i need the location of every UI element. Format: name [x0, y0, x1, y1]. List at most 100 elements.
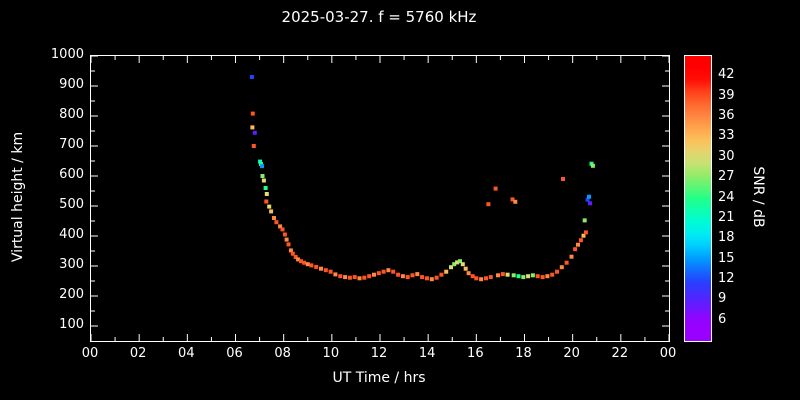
data-point [434, 275, 439, 280]
data-point [540, 275, 545, 280]
data-point [496, 273, 500, 278]
data-point [314, 264, 319, 269]
data-point [444, 269, 449, 274]
y-tick-label: 200 [59, 287, 84, 302]
data-point [486, 202, 491, 207]
colorbar-label: SNR / dB [750, 166, 766, 228]
data-point [396, 272, 401, 277]
data-point [333, 272, 338, 277]
x-tick-label: 08 [274, 346, 291, 361]
data-point [569, 254, 574, 259]
colorbar-tick-label: 6 [718, 311, 727, 327]
data-point [323, 268, 328, 273]
data-point [293, 255, 298, 259]
data-point [372, 272, 376, 277]
data-point [581, 233, 586, 238]
colorbar-tick-label: 27 [718, 169, 735, 185]
data-point [588, 201, 592, 206]
data-point [460, 262, 465, 267]
data-point [260, 174, 265, 178]
data-point [258, 159, 263, 164]
x-tick-label: 02 [129, 346, 147, 361]
y-tick-label: 400 [59, 227, 84, 242]
data-point [288, 248, 293, 253]
data-point [367, 274, 372, 279]
data-point [415, 272, 420, 277]
data-point [545, 274, 550, 279]
colorbar-tick-label: 30 [718, 148, 735, 164]
data-point [474, 276, 479, 281]
data-point [338, 274, 343, 279]
colorbar-tick-label: 24 [718, 189, 735, 205]
data-point [280, 227, 285, 232]
data-point [274, 220, 279, 225]
data-point [347, 275, 352, 280]
data-point [425, 276, 429, 281]
data-point [391, 269, 396, 274]
data-point [249, 75, 254, 79]
data-point [516, 274, 521, 279]
data-point [272, 216, 276, 220]
x-tick-label: 22 [611, 346, 629, 361]
data-point [405, 275, 410, 280]
data-point [296, 257, 301, 262]
colorbar-tick-label: 18 [718, 230, 735, 246]
colorbar-tick-label: 36 [718, 108, 735, 124]
data-point [250, 111, 255, 116]
data-point [260, 164, 264, 169]
data-point [251, 144, 256, 148]
x-axis-label: UT Time / hrs [332, 370, 426, 386]
data-point [386, 268, 391, 273]
data-point [309, 263, 314, 268]
y-tick-label: 500 [59, 197, 84, 212]
data-point [357, 276, 362, 281]
y-tick-label: 900 [59, 77, 84, 92]
data-point [299, 259, 303, 264]
data-point [352, 275, 357, 280]
data-point [381, 269, 386, 274]
data-point [305, 262, 310, 267]
y-tick-label: 100 [59, 317, 84, 332]
data-point [319, 266, 323, 271]
data-point [479, 277, 484, 282]
colorbar-tick-label: 21 [718, 209, 735, 225]
data-point [449, 265, 453, 270]
colorbar-tick-label: 15 [718, 250, 735, 266]
data-point [559, 265, 564, 270]
plot-area [90, 55, 670, 342]
data-point [400, 274, 405, 279]
data-point [511, 273, 516, 278]
data-point [259, 162, 263, 166]
data-point [526, 274, 531, 279]
data-point [439, 272, 444, 277]
x-tick-label: 10 [322, 346, 340, 361]
colorbar-tick-label: 33 [718, 128, 735, 144]
data-point [555, 269, 559, 274]
data-point [585, 197, 590, 202]
data-point [290, 251, 295, 256]
data-point [484, 276, 488, 281]
y-tick-label: 800 [59, 107, 84, 122]
data-point [513, 199, 518, 204]
data-point [463, 266, 468, 271]
data-point [328, 269, 333, 274]
data-point [410, 273, 415, 278]
data-point [252, 130, 257, 135]
data-point [302, 260, 307, 265]
colorbar-tick-label: 12 [718, 270, 735, 286]
y-tick-label: 300 [59, 257, 84, 272]
data-point [286, 242, 291, 247]
data-point [493, 186, 498, 191]
chart-title: 2025-03-27. f = 5760 kHz [281, 8, 477, 26]
data-point [561, 177, 565, 181]
x-tick-label: 16 [467, 346, 484, 361]
y-axis-label: Virtual height / km [10, 131, 26, 263]
y-tick-label: 600 [59, 167, 84, 182]
data-point [550, 272, 555, 277]
data-point [535, 274, 540, 279]
data-point [466, 271, 471, 276]
data-point [564, 260, 569, 265]
data-point [590, 163, 595, 168]
colorbar-tick-label: 9 [718, 291, 727, 307]
